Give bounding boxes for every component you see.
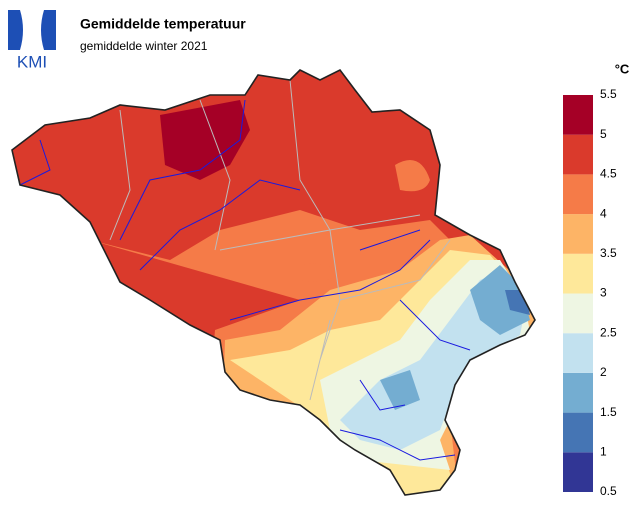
legend-bin (563, 253, 593, 294)
subtitle: gemiddelde winter 2021 (80, 39, 208, 53)
legend-bin (563, 293, 593, 334)
legend-tick-label: 5 (600, 127, 607, 141)
legend-tick-label: 4.5 (600, 167, 617, 181)
legend-unit: °C (615, 61, 630, 76)
legend-bin (563, 134, 593, 175)
legend-bin (563, 372, 593, 413)
zone (380, 265, 530, 410)
title: Gemiddelde temperatuur (80, 16, 246, 32)
legend: 0.5 1 1.5 2 2.5 3 3.5 4 4.5 5 5.5 (563, 87, 617, 498)
legend-bin (563, 452, 593, 492)
logo-shape (8, 10, 56, 50)
legend-tick-label: 1 (600, 444, 607, 458)
legend-tick-label: 3.5 (600, 246, 617, 260)
zone (160, 100, 250, 180)
legend-bin (563, 214, 593, 254)
zone (300, 160, 430, 282)
rivers (19, 99, 471, 461)
map (12, 70, 535, 495)
legend-bin (563, 333, 593, 373)
legend-tick-label: 3 (600, 286, 607, 300)
legend-tick-label: 0.5 (600, 484, 617, 498)
borders (109, 79, 451, 401)
logo-text: KMI (17, 52, 47, 71)
legend-bin (563, 95, 593, 135)
legend-tick-label: 2 (600, 365, 607, 379)
legend-tick-label: 1.5 (600, 405, 617, 419)
legend-tick-label: 2.5 (600, 325, 617, 339)
logo: KMI (8, 10, 56, 71)
legend-bin (563, 174, 593, 215)
legend-tick-label: 5.5 (600, 87, 617, 101)
legend-tick-label: 4 (600, 206, 607, 220)
legend-bin (563, 412, 593, 453)
